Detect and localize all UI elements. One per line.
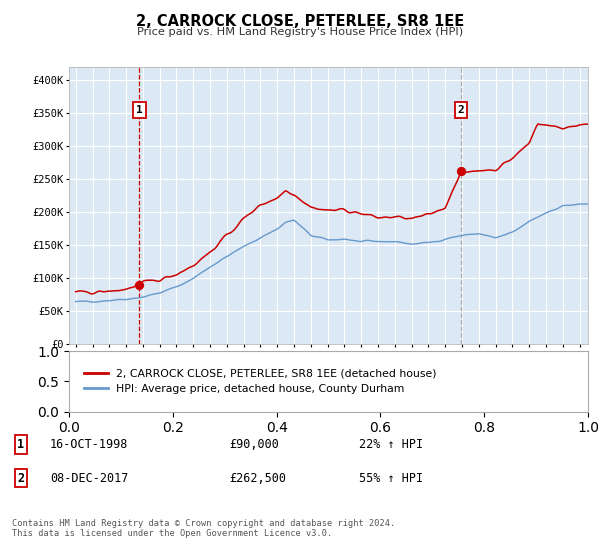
Text: £90,000: £90,000 <box>229 438 280 451</box>
Text: 1: 1 <box>136 105 143 115</box>
Text: Contains HM Land Registry data © Crown copyright and database right 2024.
This d: Contains HM Land Registry data © Crown c… <box>12 519 395 539</box>
Text: 22% ↑ HPI: 22% ↑ HPI <box>359 438 423 451</box>
Legend: 2, CARROCK CLOSE, PETERLEE, SR8 1EE (detached house), HPI: Average price, detach: 2, CARROCK CLOSE, PETERLEE, SR8 1EE (det… <box>80 365 441 398</box>
Text: 16-OCT-1998: 16-OCT-1998 <box>50 438 128 451</box>
Point <box>134 281 144 290</box>
Point <box>456 167 466 176</box>
Text: 2, CARROCK CLOSE, PETERLEE, SR8 1EE: 2, CARROCK CLOSE, PETERLEE, SR8 1EE <box>136 14 464 29</box>
Text: 2: 2 <box>457 105 464 115</box>
Text: 08-DEC-2017: 08-DEC-2017 <box>50 472 128 485</box>
Text: £262,500: £262,500 <box>229 472 286 485</box>
Text: 1: 1 <box>17 438 24 451</box>
Text: 2: 2 <box>17 472 24 485</box>
Text: 55% ↑ HPI: 55% ↑ HPI <box>359 472 423 485</box>
Text: Price paid vs. HM Land Registry's House Price Index (HPI): Price paid vs. HM Land Registry's House … <box>137 27 463 37</box>
